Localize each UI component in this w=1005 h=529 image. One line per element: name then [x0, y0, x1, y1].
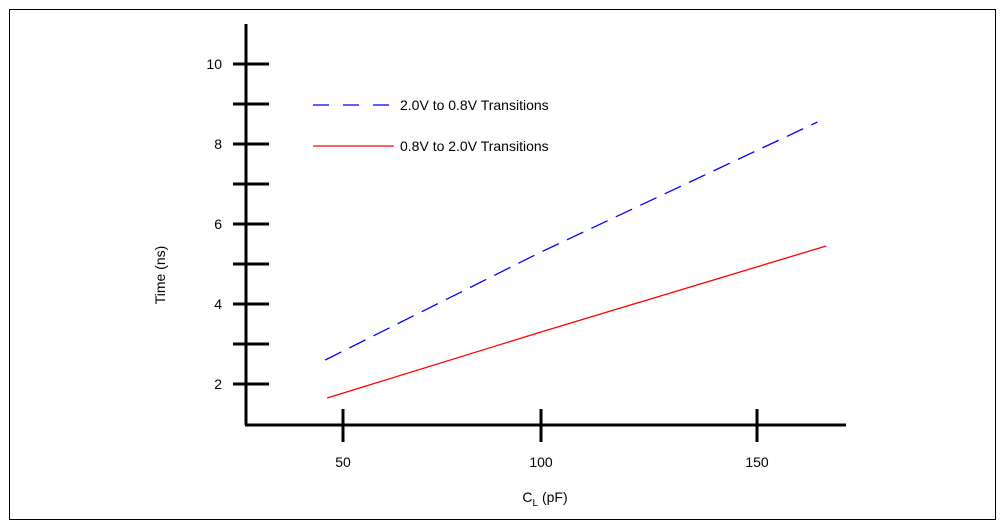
- series-group: [324, 121, 827, 399]
- x-axis-label-unit: (pF): [538, 489, 568, 505]
- y-tick-label: 2: [214, 376, 222, 392]
- legend: 2.0V to 0.8V Transitions 0.8V to 2.0V Tra…: [313, 97, 549, 154]
- y-tick-label: 10: [206, 56, 222, 72]
- x-axis-label-main: C: [522, 489, 532, 505]
- y-tick-label: 4: [214, 296, 222, 312]
- chart-frame: [9, 9, 996, 520]
- axes: [244, 24, 846, 427]
- legend-label-2: 0.8V to 2.0V Transitions: [400, 138, 549, 154]
- x-axis-label: CL (pF): [522, 489, 567, 509]
- x-axis-label-subscript: L: [533, 498, 539, 509]
- y-tick-label: 8: [214, 136, 222, 152]
- x-ticks: 50 100 150: [335, 409, 769, 470]
- series-line-2: [326, 245, 827, 399]
- y-tick-label: 6: [214, 216, 222, 232]
- y-axis-label: Time (ns): [152, 246, 168, 305]
- y-ticks: 2 4 6 8 10: [206, 56, 269, 392]
- x-tick-label: 100: [529, 454, 553, 470]
- legend-label-1: 2.0V to 0.8V Transitions: [400, 97, 549, 113]
- series-line-1: [324, 121, 818, 361]
- x-tick-label: 50: [335, 454, 351, 470]
- x-tick-label: 150: [745, 454, 769, 470]
